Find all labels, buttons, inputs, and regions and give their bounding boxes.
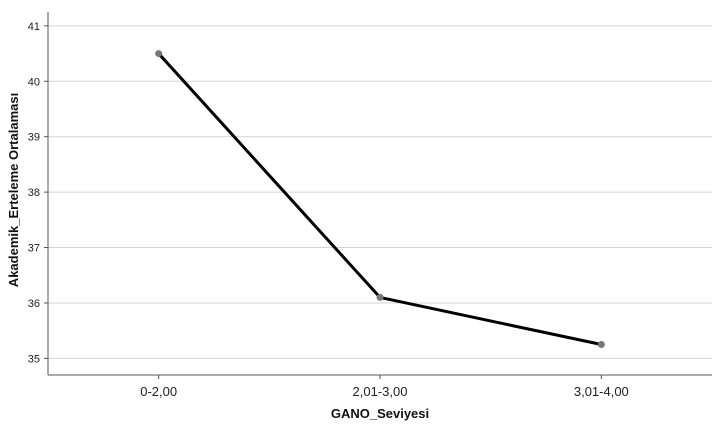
x-tick-label: 3,01-4,00 [574,384,629,399]
x-tick-label: 2,01-3,00 [353,384,408,399]
y-tick-label: 35 [28,353,40,365]
x-axis-title: GANO_Seviyesi [331,406,429,421]
y-tick-label: 39 [28,132,40,144]
data-points [155,50,605,349]
y-axis-title: Akademik_Erteleme Ortalaması [6,93,21,287]
x-tick-label: 0-2,00 [140,384,177,399]
data-point [597,341,605,349]
y-tick-label: 40 [28,76,40,88]
data-point [376,293,384,301]
y-tick-labels: 35 36 37 38 39 40 41 [28,21,48,365]
y-tick-label: 36 [28,298,40,310]
x-tick-labels: 0-2,00 2,01-3,00 3,01-4,00 [140,375,629,399]
gridlines [48,25,712,359]
y-tick-label: 41 [28,21,40,33]
y-tick-label: 37 [28,243,40,255]
y-tick-label: 38 [28,187,40,199]
data-point [155,50,163,58]
